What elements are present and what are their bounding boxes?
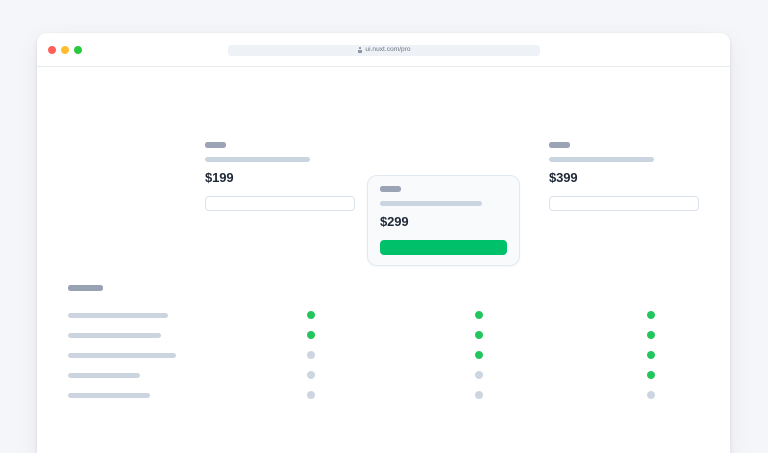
- feature-check-icon-premium: [647, 351, 655, 359]
- feature-check-icon-standard: [475, 351, 483, 359]
- window-traffic-lights: [48, 33, 82, 66]
- feature-dash-icon-standard: [475, 371, 483, 379]
- plan-description-placeholder: [549, 157, 654, 162]
- minimize-window-icon[interactable]: [61, 45, 69, 54]
- address-bar-url: ui.nuxt.com/pro: [365, 46, 411, 54]
- plan-cta-button[interactable]: [380, 240, 507, 255]
- browser-window: ui.nuxt.com/pro $199: [37, 33, 730, 453]
- pricing-card-standard[interactable]: $299: [367, 175, 520, 266]
- feature-check-icon-premium: [647, 331, 655, 339]
- plan-price: $399: [549, 170, 578, 185]
- feature-dash-icon-premium: [647, 391, 655, 399]
- plan-description-placeholder: [380, 201, 482, 206]
- plan-name-placeholder: [205, 142, 226, 148]
- pricing-card-body: $299: [368, 176, 519, 265]
- feature-check-icon-basic: [307, 311, 315, 319]
- feature-row: [68, 368, 708, 388]
- feature-row: [68, 328, 708, 348]
- feature-comparison: [68, 285, 708, 408]
- plan-price: $199: [205, 170, 234, 185]
- pricing-card-basic[interactable]: $199: [205, 142, 355, 211]
- close-window-icon[interactable]: [48, 45, 56, 54]
- pricing-plans: $199 $299: [37, 67, 730, 317]
- browser-title-bar: ui.nuxt.com/pro: [37, 33, 730, 67]
- feature-row: [68, 308, 708, 328]
- feature-check-icon-premium: [647, 371, 655, 379]
- feature-label-placeholder: [68, 313, 168, 318]
- plan-cta-button[interactable]: [549, 196, 699, 211]
- feature-check-icon-standard: [475, 331, 483, 339]
- feature-check-icon-basic: [307, 331, 315, 339]
- feature-check-icon-premium: [647, 311, 655, 319]
- maximize-window-icon[interactable]: [74, 45, 82, 54]
- feature-label-placeholder: [68, 393, 150, 398]
- plan-cta-button[interactable]: [205, 196, 355, 211]
- pricing-card-body: $399: [549, 142, 699, 211]
- feature-dash-icon-basic: [307, 371, 315, 379]
- feature-label-placeholder: [68, 353, 176, 358]
- feature-dash-icon-basic: [307, 351, 315, 359]
- lock-icon: [357, 47, 362, 53]
- plan-name-placeholder: [549, 142, 570, 148]
- plan-price: $299: [380, 214, 409, 229]
- screenshot-stage: ui.nuxt.com/pro $199: [37, 33, 730, 453]
- feature-row: [68, 348, 708, 368]
- feature-dash-icon-basic: [307, 391, 315, 399]
- pricing-card-body: $199: [205, 142, 355, 211]
- plan-description-placeholder: [205, 157, 310, 162]
- page-viewport: $199 $299: [37, 67, 730, 453]
- plan-name-placeholder: [380, 186, 401, 192]
- feature-check-icon-standard: [475, 311, 483, 319]
- feature-row: [68, 388, 708, 408]
- feature-section-heading-placeholder: [68, 285, 103, 291]
- address-bar[interactable]: ui.nuxt.com/pro: [228, 45, 540, 56]
- feature-label-placeholder: [68, 333, 161, 338]
- feature-dash-icon-standard: [475, 391, 483, 399]
- feature-label-placeholder: [68, 373, 140, 378]
- pricing-card-premium[interactable]: $399: [549, 142, 699, 211]
